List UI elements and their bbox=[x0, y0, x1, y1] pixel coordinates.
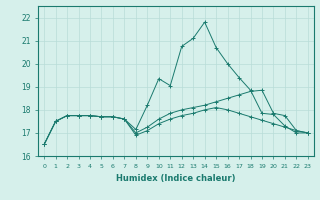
X-axis label: Humidex (Indice chaleur): Humidex (Indice chaleur) bbox=[116, 174, 236, 183]
